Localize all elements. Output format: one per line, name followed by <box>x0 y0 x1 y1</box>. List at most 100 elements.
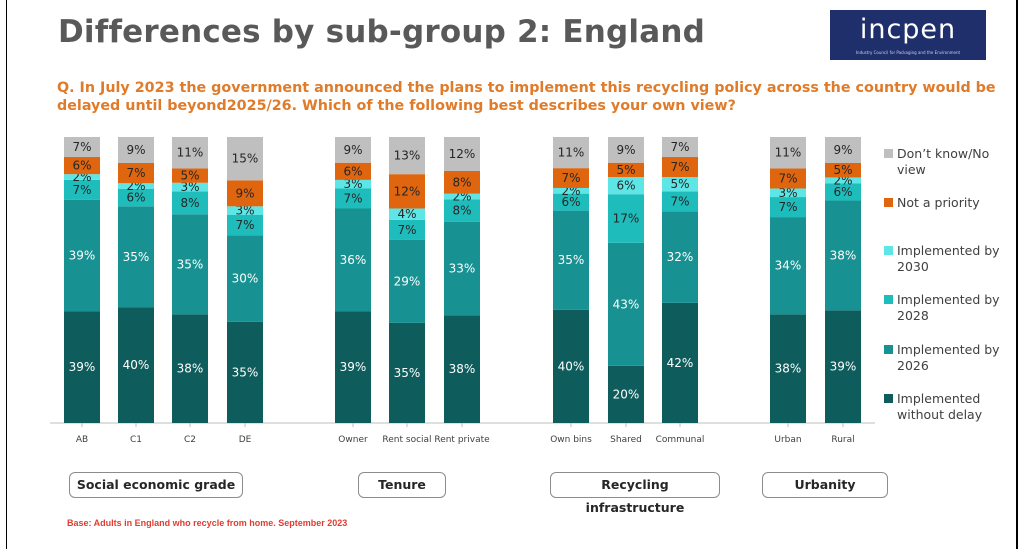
bar-segment-rural-don-t-know-no-view <box>825 137 861 163</box>
bar-segment-rent-social-implemented-without-delay <box>389 322 425 423</box>
bar-segment-rent-social-implemented-by-2026 <box>389 239 425 323</box>
bar-segment-c1-implemented-by-2028 <box>118 189 154 207</box>
x-tick-label-rural: Rural <box>831 435 854 445</box>
x-tick-label-communal: Communal <box>656 435 705 445</box>
legend-label: Implemented by 2030 <box>897 243 1000 274</box>
data-label-own-bins-not-a-priority: 7% <box>561 171 580 185</box>
bar-segment-rent-social-implemented-by-2030 <box>389 208 425 220</box>
bar-segment-urban-implemented-by-2028 <box>770 197 806 218</box>
data-label-c1-not-a-priority: 7% <box>126 166 145 180</box>
data-label-shared-not-a-priority: 5% <box>616 163 635 177</box>
data-label-owner-implemented-by-2030: 3% <box>343 177 362 191</box>
bar-segment-communal-don-t-know-no-view <box>662 137 698 158</box>
bar-segment-urban-implemented-by-2026 <box>770 217 806 315</box>
data-label-urban-implemented-without-delay: 38% <box>775 362 802 376</box>
bar-segment-rent-private-implemented-by-2026 <box>444 221 480 316</box>
bar-segment-c1-implemented-by-2026 <box>118 206 154 308</box>
bar-segment-owner-implemented-by-2030 <box>335 179 371 189</box>
data-label-ab-implemented-by-2028: 7% <box>72 183 91 197</box>
x-tick-label-ab: AB <box>76 435 88 445</box>
legend-swatch <box>884 246 893 255</box>
data-label-de-not-a-priority: 9% <box>235 186 254 200</box>
data-label-rural-implemented-without-delay: 39% <box>830 360 857 374</box>
bar-segment-own-bins-implemented-without-delay <box>553 309 589 423</box>
bar-segment-ab-don-t-know-no-view <box>64 137 100 158</box>
data-label-rent-social-not-a-priority: 12% <box>394 184 421 198</box>
bar-segment-rent-private-not-a-priority <box>444 170 480 194</box>
legend-swatch <box>884 394 893 403</box>
group-label-urbanity: Urbanity <box>762 472 888 498</box>
bar-segment-rent-private-implemented-by-2028 <box>444 199 480 222</box>
legend-item-implemented-by-2028: Implemented by 2028 <box>884 292 1004 324</box>
group-label-recycling-infrastructure: Recycling infrastructure <box>550 472 720 515</box>
data-label-rent-social-implemented-by-2028: 7% <box>397 223 416 237</box>
data-label-urban-implemented-by-2030: 3% <box>778 186 797 200</box>
data-label-c1-implemented-by-2026: 35% <box>123 250 150 264</box>
data-label-rural-implemented-by-2028: 6% <box>833 185 852 199</box>
data-label-rent-private-don-t-know-no-view: 12% <box>449 147 476 161</box>
data-label-de-implemented-by-2030: 3% <box>235 204 254 218</box>
data-label-shared-implemented-by-2030: 6% <box>616 179 635 193</box>
data-label-urban-implemented-by-2028: 7% <box>778 200 797 214</box>
data-label-shared-don-t-know-no-view: 9% <box>616 143 635 157</box>
data-label-rural-don-t-know-no-view: 9% <box>833 143 852 157</box>
bar-segment-urban-don-t-know-no-view <box>770 137 806 169</box>
bar-segment-own-bins-implemented-by-2030 <box>553 187 589 194</box>
bar-segment-owner-don-t-know-no-view <box>335 137 371 163</box>
bar-segment-de-implemented-by-2028 <box>227 215 263 236</box>
bar-segment-c2-not-a-priority <box>172 168 208 183</box>
data-label-de-implemented-without-delay: 35% <box>232 365 259 379</box>
data-label-rural-implemented-by-2026: 38% <box>830 248 857 262</box>
data-label-owner-implemented-by-2028: 7% <box>343 191 362 205</box>
data-label-rent-private-implemented-by-2026: 33% <box>449 262 476 276</box>
bar-segment-c1-implemented-by-2030 <box>118 183 154 189</box>
group-label-social-economic-grade: Social economic grade <box>69 472 243 498</box>
bar-segment-shared-not-a-priority <box>608 162 644 178</box>
bar-segment-de-implemented-without-delay <box>227 321 263 423</box>
slide-border-left <box>6 0 7 549</box>
incpen-logo: incpen Industry Council for Packaging an… <box>830 10 986 60</box>
data-label-c2-implemented-by-2026: 35% <box>177 257 204 271</box>
legend-item-don-t-know-no-view: Don’t know/No view <box>884 146 1004 178</box>
data-label-communal-implemented-by-2026: 32% <box>667 250 694 264</box>
bar-segment-de-don-t-know-no-view <box>227 137 263 181</box>
bar-segment-c2-implemented-without-delay <box>172 314 208 423</box>
data-label-own-bins-don-t-know-no-view: 11% <box>558 146 585 160</box>
x-tick-label-urban: Urban <box>774 435 801 445</box>
legend-swatch <box>884 149 893 158</box>
data-label-communal-implemented-without-delay: 42% <box>667 356 694 370</box>
data-label-c2-implemented-by-2030: 3% <box>180 180 199 194</box>
bar-segment-own-bins-don-t-know-no-view <box>553 137 589 169</box>
slide-title: Differences by sub-group 2: England <box>58 14 705 50</box>
bar-segment-de-implemented-by-2030 <box>227 206 263 215</box>
bar-segment-rural-implemented-without-delay <box>825 310 861 423</box>
data-label-ab-implemented-by-2026: 39% <box>69 249 96 263</box>
data-label-c2-don-t-know-no-view: 11% <box>177 146 204 160</box>
bar-segment-c1-not-a-priority <box>118 163 154 184</box>
bar-segment-ab-not-a-priority <box>64 157 100 175</box>
x-tick-label-c2: C2 <box>184 435 196 445</box>
bar-segment-rent-social-don-t-know-no-view <box>389 137 425 175</box>
bar-segment-c1-don-t-know-no-view <box>118 137 154 163</box>
bar-segment-rent-social-not-a-priority <box>389 174 425 209</box>
x-tick-label-own-bins: Own bins <box>550 435 592 445</box>
bar-segment-ab-implemented-by-2028 <box>64 179 100 200</box>
bar-segment-own-bins-implemented-by-2026 <box>553 210 589 310</box>
bar-segment-owner-implemented-without-delay <box>335 311 371 423</box>
bar-segment-c1-implemented-without-delay <box>118 307 154 423</box>
bar-segment-own-bins-implemented-by-2028 <box>553 193 589 211</box>
bar-segment-de-implemented-by-2026 <box>227 235 263 322</box>
data-label-own-bins-implemented-by-2028: 6% <box>561 195 580 209</box>
legend-label: Not a priority <box>897 195 980 210</box>
bar-segment-ab-implemented-by-2026 <box>64 199 100 312</box>
bar-segment-urban-implemented-without-delay <box>770 314 806 423</box>
bar-segment-rural-not-a-priority <box>825 163 861 178</box>
legend-label: Don’t know/No view <box>897 146 990 177</box>
bar-segment-own-bins-not-a-priority <box>553 168 589 188</box>
bar-segment-shared-implemented-without-delay <box>608 365 644 423</box>
slide-border-right <box>1016 0 1018 549</box>
bar-segment-owner-implemented-by-2028 <box>335 188 371 209</box>
data-label-ab-don-t-know-no-view: 7% <box>72 140 91 154</box>
bar-segment-shared-don-t-know-no-view <box>608 137 644 163</box>
